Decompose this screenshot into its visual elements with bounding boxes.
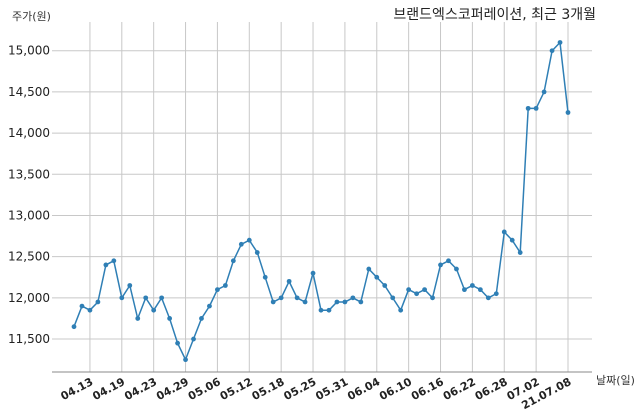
x-tick-label: 06.16 (409, 375, 446, 403)
data-point (95, 299, 101, 305)
data-point (477, 287, 483, 293)
x-tick-label: 04.13 (59, 375, 96, 403)
data-point (549, 48, 555, 54)
data-point (207, 303, 212, 309)
data-point (382, 283, 388, 288)
x-tick-label: 05.31 (313, 375, 350, 403)
x-tick-label: 05.06 (186, 375, 223, 403)
x-tick-label: 05.25 (282, 375, 319, 403)
x-tick-labels: 04.1304.1904.2304.2905.0605.1205.1805.25… (59, 375, 574, 412)
data-point (127, 283, 133, 288)
data-point (366, 266, 372, 272)
y-tick-label: 12,500 (8, 250, 50, 264)
y-tick-label: 13,500 (8, 167, 50, 181)
data-point (406, 287, 412, 293)
data-point (294, 295, 300, 301)
data-point (318, 307, 324, 313)
data-point (422, 287, 427, 293)
data-point (390, 295, 396, 301)
data-point (215, 287, 220, 293)
data-point (159, 295, 165, 301)
grid (52, 22, 592, 372)
data-point (151, 307, 157, 313)
data-point (501, 229, 507, 235)
data-point (87, 307, 93, 313)
data-point (557, 40, 563, 45)
data-point (358, 299, 364, 305)
data-point (230, 258, 236, 264)
data-point (302, 299, 308, 305)
data-point (430, 295, 435, 301)
y-tick-label: 12,000 (8, 291, 50, 305)
x-tick-label: 04.19 (90, 375, 127, 403)
x-tick-label: 06.22 (441, 375, 478, 403)
x-tick-label: 05.18 (250, 375, 287, 403)
data-point (175, 340, 180, 346)
data-point (246, 237, 252, 243)
data-point (111, 258, 117, 264)
data-point (525, 105, 531, 111)
x-tick-label: 06.10 (377, 375, 414, 403)
data-point (454, 266, 459, 272)
x-axis-label: 날짜(일) (596, 373, 635, 387)
data-point (533, 105, 539, 111)
data-point (183, 357, 188, 363)
price-series (71, 40, 571, 363)
data-point (278, 295, 284, 301)
data-point (350, 295, 356, 301)
y-tick-label: 14,500 (8, 85, 50, 99)
data-point (517, 250, 523, 255)
data-point (199, 316, 204, 321)
x-tick-label: 06.28 (473, 375, 510, 403)
data-point (374, 274, 380, 280)
data-point (71, 324, 77, 330)
data-point (167, 316, 173, 321)
data-point (103, 262, 109, 268)
data-point (238, 241, 244, 247)
data-point (119, 295, 125, 301)
data-point (565, 110, 571, 115)
data-point (286, 278, 292, 284)
y-tick-label: 11,500 (8, 332, 50, 346)
y-tick-label: 13,000 (8, 208, 50, 222)
data-point (342, 299, 348, 305)
y-axis-label: 주가(원) (12, 10, 51, 23)
data-point (143, 295, 149, 301)
x-tick-label: 04.23 (122, 375, 159, 403)
chart-title: 브랜드엑스코퍼레이션, 최근 3개월 (393, 7, 596, 23)
data-point (414, 291, 420, 297)
x-tick-label: 06.04 (345, 375, 382, 403)
data-point (262, 274, 268, 280)
data-point (541, 89, 547, 95)
data-point (509, 237, 515, 243)
x-tick-label: 05.12 (218, 375, 255, 403)
data-point (191, 336, 196, 342)
y-tick-label: 14,000 (8, 126, 50, 140)
data-point (493, 291, 499, 297)
x-tick-label: 04.29 (154, 375, 191, 403)
data-point (135, 316, 141, 321)
data-point (222, 283, 228, 288)
data-point (438, 262, 443, 268)
data-point (254, 250, 260, 255)
data-point (79, 303, 85, 309)
data-point (469, 283, 475, 288)
y-tick-label: 15,000 (8, 44, 50, 58)
data-point (398, 307, 404, 313)
data-point (270, 299, 276, 305)
data-point (446, 258, 451, 264)
data-point (485, 295, 491, 301)
y-tick-labels: 11,500 12,000 12,500 13,000 13,500 14,000 14,5… (8, 44, 50, 346)
data-point (334, 299, 340, 305)
data-point (310, 270, 316, 276)
data-point (326, 307, 332, 313)
data-point (462, 287, 467, 293)
